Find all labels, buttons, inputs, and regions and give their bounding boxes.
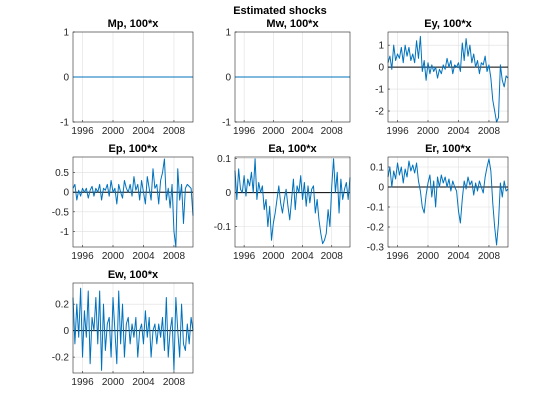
subplot-grid: Mp, 100*x 1996 2000 2004 2008 -1 0 1 Mw, 100*x 19… [52,18,509,388]
x-tick-label: 2000 [102,251,125,262]
x-tick-label: 2004 [447,126,470,137]
series-line [387,158,509,246]
axes-frame [234,31,351,123]
y-tick-label: 1 [63,28,69,39]
subplot-ep: Ep, 100*x 1996 2000 2004 2008 -1 -0.5 0 0.5 [52,143,194,262]
subplot-mp: Mp, 100*x 1996 2000 2004 2008 -1 0 1 [60,18,194,137]
subplot-title: Ey, 100*x [424,18,472,30]
x-tick-label: 2004 [447,251,470,262]
subplot-title: Ew, 100*x [108,269,159,281]
axes-frame [387,31,509,123]
subplot-title: Ea, 100*x [268,143,317,155]
subplot-mw: Mw, 100*x 1996 2000 2004 2008 -1 0 1 [222,18,351,137]
subplot-ew: Ew, 100*x 1996 2000 2004 2008 -0.2 0 0.2 [52,269,194,388]
y-tick-label: 0 [225,188,231,199]
y-tick-label: -1 [375,85,384,96]
axes-frame [72,282,194,374]
x-tick-label: 1996 [386,126,409,137]
y-tick-label: 0 [63,326,69,337]
x-tick-label: 2000 [417,126,440,137]
figure-title: Estimated shocks [233,5,327,17]
axes-frame [72,31,194,123]
y-tick-label: -0.3 [367,243,385,254]
y-tick-label: 0 [378,63,384,74]
x-tick-label: 2008 [163,377,186,388]
y-tick-label: -0.5 [52,207,70,218]
x-tick-label: 1996 [71,377,94,388]
x-tick-label: 2008 [478,126,501,137]
y-tick-label: 0 [63,188,69,199]
y-tick-label: -1 [60,118,69,129]
x-tick-label: 2000 [417,251,440,262]
x-tick-label: 2000 [262,126,285,137]
series-line [72,287,194,371]
subplot-ea: Ea, 100*x 1996 2000 2004 2008 -0.1 0 0.1 [214,143,351,262]
x-tick-label: 2000 [102,126,125,137]
y-tick-label: 0 [63,73,69,84]
subplot-er: Er, 100*x 1996 2000 2004 2008 -0.3 -0.2 -0.1 0 0.… [367,143,509,262]
x-tick-label: 2008 [321,251,344,262]
series-line [72,158,194,248]
y-tick-label: -1 [60,227,69,238]
x-tick-label: 2004 [132,251,155,262]
x-tick-label: 2008 [163,126,186,137]
x-tick-label: 1996 [233,126,256,137]
axes-frame [387,156,509,248]
y-tick-label: 0 [378,183,384,194]
y-tick-label: -1 [222,118,231,129]
y-tick-label: 0.2 [55,300,69,311]
y-tick-label: 0.1 [370,163,384,174]
x-tick-label: 2004 [291,126,314,137]
subplot-title: Mw, 100*x [266,18,319,30]
x-tick-label: 1996 [233,251,256,262]
x-tick-label: 2004 [132,377,155,388]
x-tick-label: 2004 [291,251,314,262]
y-tick-label: -0.2 [367,223,385,234]
x-tick-label: 1996 [71,251,94,262]
axes-frame [72,156,194,248]
subplot-title: Er, 100*x [425,143,472,155]
x-tick-label: 2008 [478,251,501,262]
x-tick-label: 2000 [102,377,125,388]
subplot-title: Ep, 100*x [109,143,159,155]
x-tick-label: 1996 [386,251,409,262]
y-tick-label: -0.1 [214,222,232,233]
x-tick-label: 2004 [132,126,155,137]
x-tick-label: 2008 [163,251,186,262]
axes-frame [234,156,351,248]
series-line [234,158,351,245]
subplot-title: Mp, 100*x [108,18,160,30]
y-tick-label: -0.1 [367,203,385,214]
y-tick-label: 0.5 [55,168,69,179]
y-tick-label: -2 [375,107,384,118]
x-tick-label: 2008 [321,126,344,137]
series-line [387,35,509,123]
y-tick-label: 0.1 [217,154,231,165]
subplot-ey: Ey, 100*x 1996 2000 2004 2008 -2 -1 0 1 [375,18,509,137]
y-tick-label: -0.2 [52,353,70,364]
y-tick-label: 1 [225,28,231,39]
x-tick-label: 2000 [262,251,285,262]
x-tick-label: 1996 [71,126,94,137]
y-tick-label: 0 [225,73,231,84]
y-tick-label: 1 [378,41,384,52]
